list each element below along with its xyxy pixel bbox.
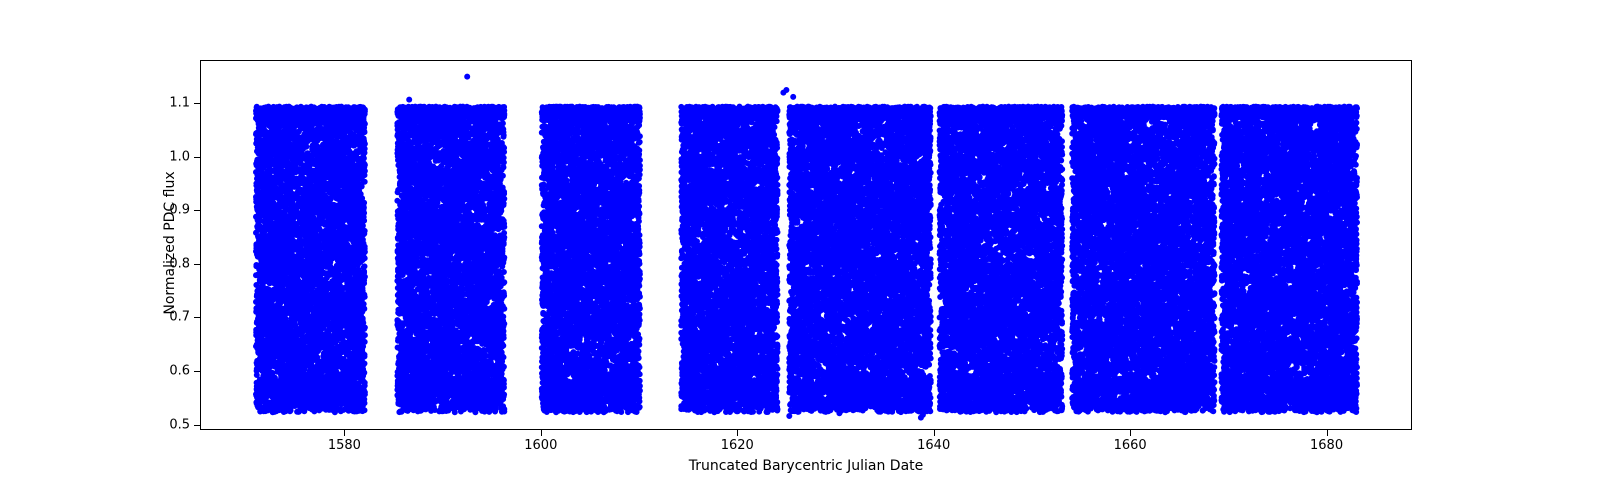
y-tick-mark <box>194 317 200 318</box>
x-tick-mark <box>934 430 935 436</box>
x-tick-mark <box>1130 430 1131 436</box>
y-tick-label: 0.9 <box>169 203 190 218</box>
x-tick-mark <box>1327 430 1328 436</box>
x-tick-mark <box>344 430 345 436</box>
y-tick-mark <box>194 210 200 211</box>
y-tick-label: 0.5 <box>169 417 190 432</box>
y-tick-mark <box>194 264 200 265</box>
y-tick-label: 0.6 <box>169 364 190 379</box>
y-tick-label: 1.1 <box>169 95 190 110</box>
y-tick-mark <box>194 103 200 104</box>
light-curve-chart: Truncated Barycentric Julian Date Normal… <box>0 0 1600 500</box>
x-tick-label: 1640 <box>917 438 950 453</box>
x-tick-mark <box>737 430 738 436</box>
y-tick-label: 0.8 <box>169 256 190 271</box>
x-tick-label: 1660 <box>1114 438 1147 453</box>
y-tick-mark <box>194 157 200 158</box>
y-tick-label: 0.7 <box>169 310 190 325</box>
x-axis-label: Truncated Barycentric Julian Date <box>686 458 926 474</box>
x-tick-label: 1620 <box>721 438 754 453</box>
x-tick-mark <box>541 430 542 436</box>
plot-area <box>200 60 1412 430</box>
x-tick-label: 1580 <box>328 438 361 453</box>
y-axis-label: Normalized PDC flux <box>162 163 178 323</box>
x-tick-label: 1600 <box>524 438 557 453</box>
x-tick-label: 1680 <box>1310 438 1343 453</box>
scatter-points <box>253 74 1360 421</box>
y-tick-mark <box>194 425 200 426</box>
y-tick-mark <box>194 371 200 372</box>
scatter-points-layer <box>201 61 1413 431</box>
y-tick-label: 1.0 <box>169 149 190 164</box>
